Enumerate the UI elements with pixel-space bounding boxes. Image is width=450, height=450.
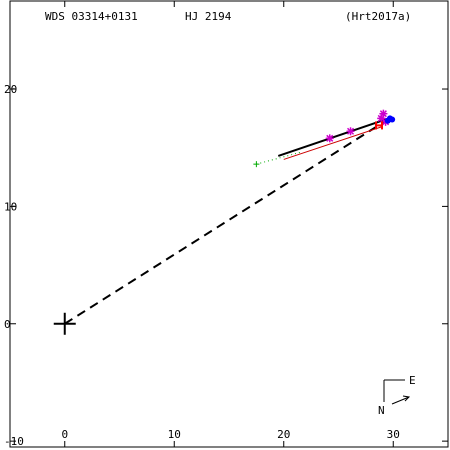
discoverer-label: HJ 2194 xyxy=(185,10,232,23)
dot-marker-circle xyxy=(389,116,396,123)
tick-marks xyxy=(10,1,448,447)
compass-east-label: E xyxy=(409,374,416,387)
star-marker-stroke xyxy=(326,134,334,142)
x-tick-label: 30 xyxy=(387,428,400,441)
star-marker xyxy=(346,127,355,136)
reference-label: (Hrt2017a) xyxy=(345,10,411,23)
axes-frame xyxy=(9,0,449,448)
data-markers xyxy=(53,109,396,335)
compass-rose: E N xyxy=(378,374,416,417)
y-tick-label: -10 xyxy=(4,435,24,448)
cross-marker xyxy=(375,121,384,130)
motion-arrow-icon xyxy=(391,396,410,405)
star-marker xyxy=(325,134,334,143)
fit-line xyxy=(283,126,383,160)
y-tick-label: 20 xyxy=(4,83,17,96)
y-tick-label: 10 xyxy=(4,200,17,213)
dot-marker xyxy=(389,116,396,123)
x-tick-label: 10 xyxy=(168,428,181,441)
orbit-track-line xyxy=(277,117,390,157)
x-tick-label: 0 xyxy=(61,428,68,441)
x-tick-label: 20 xyxy=(277,428,290,441)
y-tick-label: 0 xyxy=(4,318,11,331)
star-marker xyxy=(379,109,388,118)
plus-marker xyxy=(253,161,260,168)
wds-id-label: WDS 03314+0131 xyxy=(45,10,138,23)
tick-labels: 0 10 20 30 -10 0 10 20 xyxy=(4,83,400,448)
orbit-lines xyxy=(64,117,390,325)
axes-box xyxy=(9,0,449,448)
star-marker-stroke xyxy=(347,127,355,135)
star-marker-stroke xyxy=(379,110,387,118)
primary-to-companion-dashed-line xyxy=(64,118,389,325)
motion-arrowhead-icon xyxy=(402,395,411,402)
compass-north-label: N xyxy=(378,404,385,417)
